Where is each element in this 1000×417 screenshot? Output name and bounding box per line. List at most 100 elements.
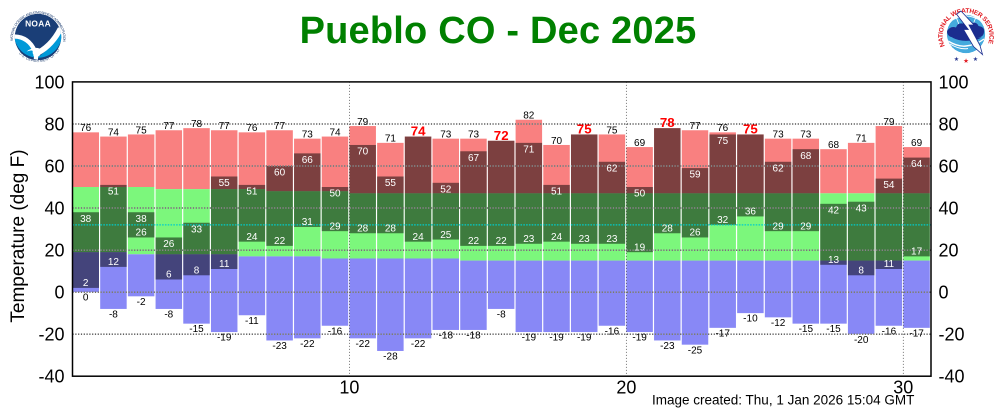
svg-text:Pueblo CO - Dec 2025: Pueblo CO - Dec 2025 [300,10,697,52]
svg-text:11: 11 [219,259,230,270]
svg-text:29: 29 [800,221,812,232]
svg-text:-20: -20 [854,335,869,346]
svg-text:23: 23 [523,234,535,245]
svg-text:20: 20 [44,241,64,261]
svg-text:77: 77 [274,121,286,132]
svg-text:62: 62 [606,163,618,174]
svg-text:33: 33 [191,224,203,235]
svg-text:-11: -11 [245,316,259,327]
svg-text:30: 30 [893,378,913,398]
svg-text:2: 2 [83,278,89,289]
svg-text:60: 60 [274,168,286,179]
svg-text:Image created: Thu, 1 Jan 2026: Image created: Thu, 1 Jan 2026 15:04 GMT [652,393,914,408]
svg-text:-19: -19 [549,333,564,344]
svg-text:-22: -22 [355,339,370,350]
svg-text:-19: -19 [577,333,592,344]
svg-text:19: 19 [634,242,646,253]
svg-text:-40: -40 [939,367,965,387]
svg-text:20: 20 [616,378,636,398]
svg-text:-22: -22 [300,339,315,350]
svg-text:38: 38 [80,214,92,225]
svg-text:36: 36 [745,207,757,218]
svg-text:NOAA: NOAA [25,19,51,29]
svg-text:22: 22 [468,236,480,247]
svg-text:-18: -18 [466,331,481,342]
svg-text:-8: -8 [164,310,173,321]
svg-text:68: 68 [828,140,840,151]
svg-text:82: 82 [523,111,535,122]
svg-text:31: 31 [302,217,314,228]
svg-text:12: 12 [108,257,120,268]
svg-text:67: 67 [468,153,480,164]
svg-text:80: 80 [939,114,959,134]
svg-text:20: 20 [939,241,959,261]
svg-text:Temperature (deg F): Temperature (deg F) [8,149,29,322]
svg-text:60: 60 [44,157,64,177]
svg-text:43: 43 [856,203,868,214]
svg-text:75: 75 [606,125,618,136]
svg-text:78: 78 [191,119,203,130]
svg-text:-19: -19 [217,333,232,344]
svg-text:70: 70 [551,136,563,147]
svg-text:-23: -23 [660,341,675,352]
svg-text:0: 0 [939,283,949,303]
svg-text:77: 77 [163,121,175,132]
svg-text:28: 28 [385,224,397,235]
svg-text:★: ★ [963,57,969,65]
svg-text:54: 54 [883,180,895,191]
svg-text:69: 69 [911,138,923,149]
svg-text:-40: -40 [38,367,64,387]
svg-text:70: 70 [357,147,369,158]
svg-text:29: 29 [773,221,785,232]
svg-text:-2: -2 [137,297,146,308]
svg-text:25: 25 [440,230,452,241]
svg-text:23: 23 [579,234,591,245]
svg-text:-16: -16 [605,326,620,337]
svg-text:68: 68 [800,151,812,162]
svg-text:73: 73 [800,130,812,141]
svg-text:75: 75 [577,122,592,137]
svg-text:66: 66 [302,155,314,166]
svg-text:22: 22 [274,236,286,247]
svg-text:28: 28 [662,224,674,235]
svg-text:77: 77 [219,121,231,132]
svg-text:73: 73 [440,130,452,141]
svg-text:71: 71 [856,134,868,145]
svg-text:78: 78 [660,115,675,130]
svg-text:-15: -15 [189,324,204,335]
svg-text:22: 22 [496,236,508,247]
svg-text:-22: -22 [411,339,426,350]
svg-text:29: 29 [329,221,341,232]
svg-text:-8: -8 [109,310,118,321]
svg-text:-20: -20 [939,325,965,345]
svg-text:51: 51 [246,187,258,198]
svg-text:26: 26 [689,228,701,239]
svg-text:71: 71 [385,134,397,145]
svg-text:-10: -10 [743,314,758,325]
svg-text:50: 50 [634,189,646,200]
svg-text:8: 8 [858,266,864,277]
svg-text:26: 26 [163,239,175,250]
svg-text:32: 32 [717,215,729,226]
svg-text:-19: -19 [522,333,537,344]
svg-text:75: 75 [717,136,729,147]
svg-text:71: 71 [523,145,535,156]
svg-text:62: 62 [773,163,785,174]
svg-text:6: 6 [166,270,172,281]
svg-text:74: 74 [329,127,341,138]
svg-text:100: 100 [939,72,969,92]
svg-text:80: 80 [44,114,64,134]
svg-text:55: 55 [385,178,397,189]
svg-text:28: 28 [357,224,369,235]
svg-text:75: 75 [743,122,758,137]
svg-text:74: 74 [108,127,120,138]
svg-text:50: 50 [329,189,341,200]
svg-text:0: 0 [83,293,89,304]
svg-text:11: 11 [884,259,895,270]
svg-text:-25: -25 [688,345,703,356]
svg-text:-16: -16 [328,326,343,337]
svg-text:-15: -15 [799,324,814,335]
svg-text:72: 72 [494,128,509,143]
svg-text:51: 51 [108,187,120,198]
svg-text:26: 26 [136,228,148,239]
